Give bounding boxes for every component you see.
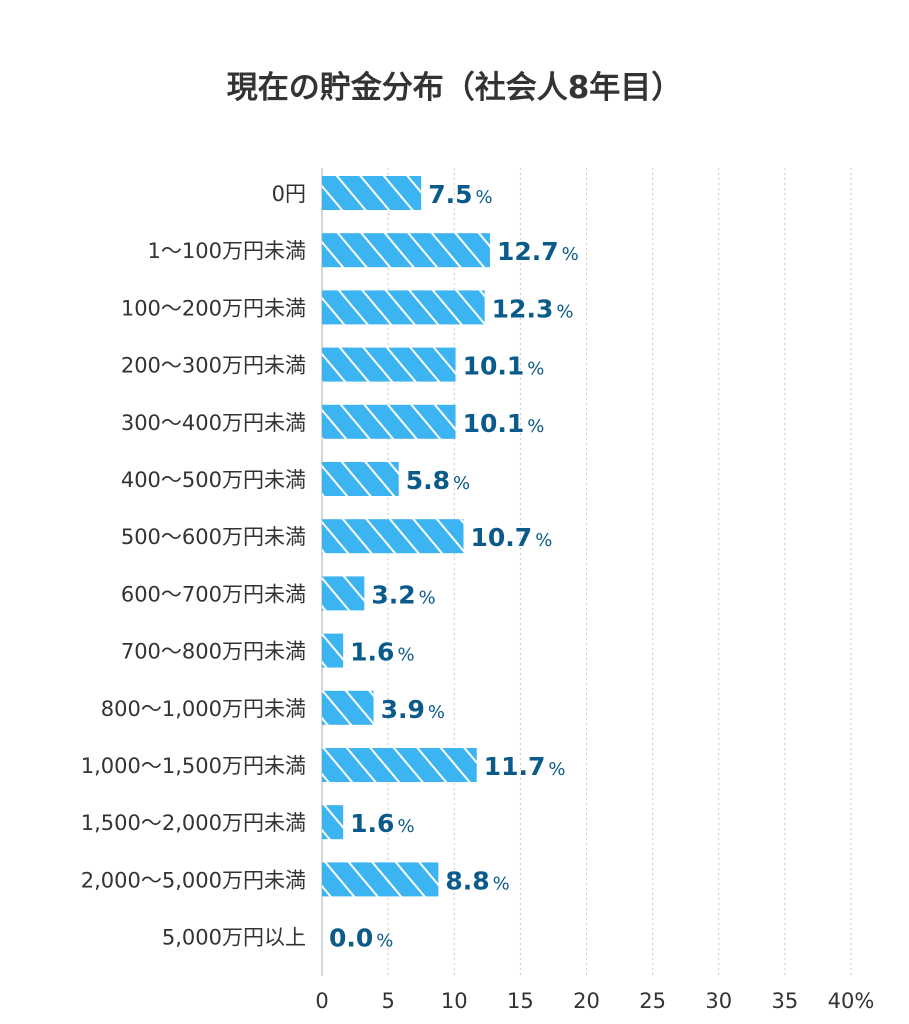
value-number: 1.6 (350, 638, 394, 667)
value-number: 10.1 (463, 352, 525, 381)
bars (322, 176, 490, 897)
value-label: 8.8% (445, 866, 509, 895)
category-label: 400〜500万円未満 (121, 468, 306, 492)
bar (322, 462, 399, 496)
x-tick-label: 15 (507, 989, 534, 1013)
bar (322, 805, 344, 840)
value-unit: % (527, 416, 544, 437)
bar (322, 347, 456, 382)
value-label: 3.2% (371, 580, 435, 609)
x-axis-ticks: 0 5 10 15 20 25 30 35 40% (315, 989, 874, 1013)
bar (322, 633, 344, 668)
category-label: 200〜300万円未満 (121, 354, 306, 378)
category-label: 1,000〜1,500万円未満 (81, 754, 306, 778)
value-label: 12.7% (497, 237, 579, 266)
category-label: 1,500〜2,000万円未満 (81, 811, 306, 835)
value-number: 0.0 (329, 924, 373, 953)
value-unit: % (535, 530, 552, 551)
category-labels: 0円 1〜100万円未満 100〜200万円未満 200〜300万円未満 300〜400… (81, 182, 306, 950)
bar (322, 519, 464, 554)
value-number: 8.8 (445, 866, 489, 895)
value-number: 1.6 (350, 809, 394, 838)
x-tick-label: 35 (772, 989, 799, 1013)
value-unit: % (419, 587, 436, 608)
x-tick-label: 30 (705, 989, 732, 1013)
value-label: 3.9% (381, 695, 445, 724)
value-label: 12.3% (492, 294, 574, 323)
bar (322, 290, 485, 325)
x-tick-label: 40% (828, 989, 875, 1013)
value-number: 12.7 (497, 237, 559, 266)
category-label: 700〜800万円未満 (121, 640, 306, 664)
grid-lines (387, 168, 852, 976)
category-label: 5,000万円以上 (162, 926, 306, 950)
bar (322, 404, 456, 439)
category-label: 600〜700万円未満 (121, 582, 306, 606)
value-label: 1.6% (350, 809, 414, 838)
value-labels: 7.5 %12.7 %12.3 %10.1 %10.1 %5.8 %10.7 %3.2 %1.6… (329, 180, 579, 953)
value-number: 11.7 (484, 752, 546, 781)
value-unit: % (428, 702, 445, 723)
value-unit: % (493, 873, 510, 894)
category-label: 300〜400万円未満 (121, 411, 306, 435)
x-tick-label: 20 (573, 989, 600, 1013)
value-number: 3.9 (381, 695, 425, 724)
value-unit: % (376, 931, 393, 952)
value-number: 5.8 (406, 466, 450, 495)
value-unit: % (556, 301, 573, 322)
category-label: 0円 (272, 182, 306, 206)
value-label: 0.0% (329, 924, 393, 953)
category-label: 100〜200万円未満 (121, 296, 306, 320)
bar (322, 576, 365, 611)
category-label: 1〜100万円未満 (148, 239, 306, 263)
category-label: 2,000〜5,000万円未満 (81, 868, 306, 892)
value-unit: % (527, 359, 544, 380)
bar (322, 176, 422, 210)
bar (322, 690, 374, 725)
value-unit: % (453, 473, 470, 494)
chart-title: 現在の貯金分布（社会人8年目） (226, 70, 683, 106)
value-number: 3.2 (371, 580, 415, 609)
category-label: 800〜1,000万円未満 (101, 697, 306, 721)
value-number: 10.7 (471, 523, 533, 552)
value-label: 10.1% (463, 409, 545, 438)
value-label: 5.8% (406, 466, 470, 495)
value-label: 10.7% (471, 523, 553, 552)
x-tick-label: 25 (639, 989, 666, 1013)
value-unit: % (397, 816, 414, 837)
value-label: 7.5% (428, 180, 492, 209)
value-unit: % (562, 244, 579, 265)
value-label: 11.7% (484, 752, 566, 781)
value-number: 12.3 (492, 294, 554, 323)
value-unit: % (548, 759, 565, 780)
bar (322, 862, 439, 897)
value-label: 10.1% (463, 352, 545, 381)
category-label: 500〜600万円未満 (121, 525, 306, 549)
value-unit: % (475, 187, 492, 208)
value-number: 7.5 (428, 180, 472, 209)
x-tick-label: 10 (441, 989, 468, 1013)
value-unit: % (397, 645, 414, 666)
value-number: 10.1 (463, 409, 525, 438)
x-tick-label: 0 (315, 989, 328, 1013)
x-tick-label: 5 (381, 989, 394, 1013)
bar (322, 748, 477, 782)
value-label: 1.6% (350, 638, 414, 667)
bar (322, 233, 490, 268)
